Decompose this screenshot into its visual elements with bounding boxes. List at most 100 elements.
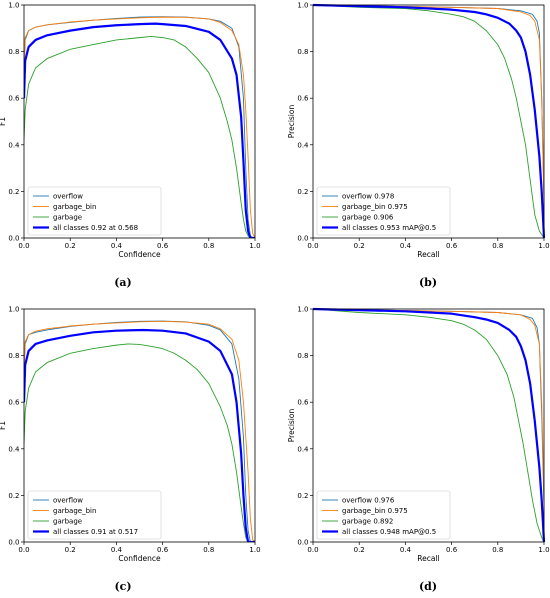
- legend-label-garbage-bin: garbage_bin: [53, 203, 96, 211]
- x-tick-label: 0.4: [111, 546, 123, 554]
- series-line-all-classes: [24, 22, 255, 238]
- y-tick-label: 0.6: [8, 95, 20, 103]
- legend-label-overflow: overflow: [53, 497, 83, 505]
- legend-label-all-classes: all classes 0.953 mAP@0.5: [342, 224, 436, 232]
- legend-label-garbage: garbage: [53, 214, 82, 222]
- x-tick-label: 0.4: [400, 546, 412, 554]
- series-line-garbage-bin: [24, 320, 256, 542]
- panel-a-f1-confidence: 0.0 0.2 0.4 0.6 0.8 1.0 0.0 0.2 0.4 0.6 0.8 1.0 Conf…: [0, 0, 275, 294]
- x-axis-label: Confidence: [118, 554, 161, 563]
- x-tick-label: 0.4: [400, 242, 412, 250]
- x-tick-label: 1.0: [538, 546, 549, 554]
- caption-b: (b): [418, 276, 438, 289]
- y-axis-label: Precision: [287, 105, 296, 139]
- y-tick-label: 0.8: [8, 352, 19, 360]
- y-tick-label: 1.0: [297, 2, 308, 10]
- legend-label-garbage: garbage 0.892: [342, 518, 393, 526]
- x-axis-label: Recall: [417, 250, 439, 259]
- chart-d: 0.0 0.2 0.4 0.6 0.8 1.0 0.0 0.2 0.4 0.6 0.8 1.0 Reca…: [287, 306, 550, 564]
- y-tick-label: 0.0: [8, 235, 19, 243]
- x-tick-label: 1.0: [249, 242, 260, 250]
- x-tick-label: 0.0: [18, 546, 29, 554]
- caption-c: (c): [114, 580, 132, 593]
- series-line-all-classes: [313, 307, 546, 542]
- x-tick-label: 0.6: [446, 546, 458, 554]
- series-line-all-classes: [313, 3, 546, 238]
- y-tick-label: 0.0: [297, 235, 308, 243]
- x-tick-label: 0.8: [203, 546, 214, 554]
- x-tick-label: 0.8: [203, 242, 214, 250]
- plot-frame: [312, 308, 545, 543]
- x-tick-label: 0.8: [492, 546, 503, 554]
- chart-c: 0.0 0.2 0.4 0.6 0.8 1.0 0.0 0.2 0.4 0.6 0.8 1.0 Conf…: [0, 306, 261, 564]
- y-tick-label: 1.0: [297, 306, 308, 314]
- caption-a: (a): [114, 276, 132, 289]
- legend-box: [27, 490, 162, 540]
- series-line-garbage: [313, 4, 545, 238]
- y-tick-label: 0.2: [8, 492, 19, 500]
- legend-box: [316, 490, 451, 540]
- legend-label-garbage: garbage: [53, 518, 82, 526]
- legend-label-all-classes: all classes 0.91 at 0.517: [53, 528, 138, 536]
- legend-box: [27, 186, 162, 236]
- y-tick-label: 0.8: [297, 352, 308, 360]
- legend-label-garbage: garbage 0.906: [342, 214, 394, 222]
- x-tick-label: 0.2: [354, 546, 365, 554]
- chart-a: 0.0 0.2 0.4 0.6 0.8 1.0 0.0 0.2 0.4 0.6 0.8 1.0 Conf…: [0, 2, 261, 260]
- y-tick-label: 0.2: [8, 188, 19, 196]
- legend-label-overflow: overflow 0.976: [342, 497, 395, 505]
- y-tick-label: 0.4: [8, 445, 20, 453]
- x-tick-label: 0.6: [157, 546, 169, 554]
- chart-b: 0.0 0.2 0.4 0.6 0.8 1.0 0.0 0.2 0.4 0.6 0.8 1.0 Reca…: [287, 2, 550, 260]
- series-line-garbage-bin: [313, 4, 545, 238]
- legend-label-garbage-bin: garbage_bin 0.975: [342, 507, 408, 515]
- legend-label-overflow: overflow: [53, 193, 83, 201]
- x-tick-label: 0.2: [354, 242, 365, 250]
- x-tick-label: 0.2: [65, 242, 76, 250]
- y-tick-label: 1.0: [8, 2, 19, 10]
- series-line-garbage-bin: [313, 308, 545, 542]
- y-tick-label: 0.6: [8, 399, 20, 407]
- y-tick-label: 0.4: [297, 445, 309, 453]
- y-tick-label: 0.8: [297, 48, 308, 56]
- panel-c-f1-confidence: 0.0 0.2 0.4 0.6 0.8 1.0 0.0 0.2 0.4 0.6 0.8 1.0 Conf…: [0, 304, 275, 598]
- series-line-all-classes: [24, 328, 255, 542]
- caption-d: (d): [418, 580, 438, 593]
- y-axis-label: Precision: [287, 409, 296, 443]
- y-tick-label: 0.2: [297, 188, 308, 196]
- x-tick-label: 0.2: [65, 546, 76, 554]
- x-tick-label: 0.6: [157, 242, 169, 250]
- x-tick-label: 1.0: [538, 242, 549, 250]
- y-tick-label: 0.6: [297, 399, 309, 407]
- x-axis-label: Confidence: [118, 250, 161, 259]
- y-axis-label: F1: [0, 117, 7, 126]
- y-tick-label: 0.6: [297, 95, 309, 103]
- legend-label-all-classes: all classes 0.92 at 0.568: [53, 224, 138, 232]
- legend-box: [316, 186, 451, 236]
- plot-frame: [23, 4, 256, 239]
- x-tick-label: 0.8: [492, 242, 503, 250]
- series-line-garbage: [313, 308, 545, 542]
- y-axis-label: F1: [0, 421, 7, 430]
- x-tick-label: 1.0: [249, 546, 260, 554]
- panel-d-precision-recall: 0.0 0.2 0.4 0.6 0.8 1.0 0.0 0.2 0.4 0.6 0.8 1.0 Reca…: [275, 304, 550, 598]
- legend-label-garbage-bin: garbage_bin 0.975: [342, 203, 408, 211]
- y-tick-label: 0.8: [8, 48, 19, 56]
- plot-frame: [312, 4, 545, 239]
- series-line-garbage: [24, 343, 255, 542]
- plot-frame: [23, 308, 256, 543]
- x-tick-label: 0.0: [307, 546, 318, 554]
- y-tick-label: 0.2: [297, 492, 308, 500]
- x-tick-label: 0.4: [111, 242, 123, 250]
- y-tick-label: 0.0: [8, 539, 19, 547]
- y-tick-label: 0.4: [297, 141, 309, 149]
- x-axis-label: Recall: [417, 554, 439, 563]
- x-tick-label: 0.6: [446, 242, 458, 250]
- series-line-garbage: [24, 36, 255, 238]
- panel-b-precision-recall: 0.0 0.2 0.4 0.6 0.8 1.0 0.0 0.2 0.4 0.6 0.8 1.0 Reca…: [275, 0, 550, 294]
- y-tick-label: 1.0: [8, 306, 19, 314]
- y-tick-label: 0.0: [297, 539, 308, 547]
- legend-label-garbage-bin: garbage_bin: [53, 507, 96, 515]
- x-tick-label: 0.0: [307, 242, 318, 250]
- x-tick-label: 0.0: [18, 242, 29, 250]
